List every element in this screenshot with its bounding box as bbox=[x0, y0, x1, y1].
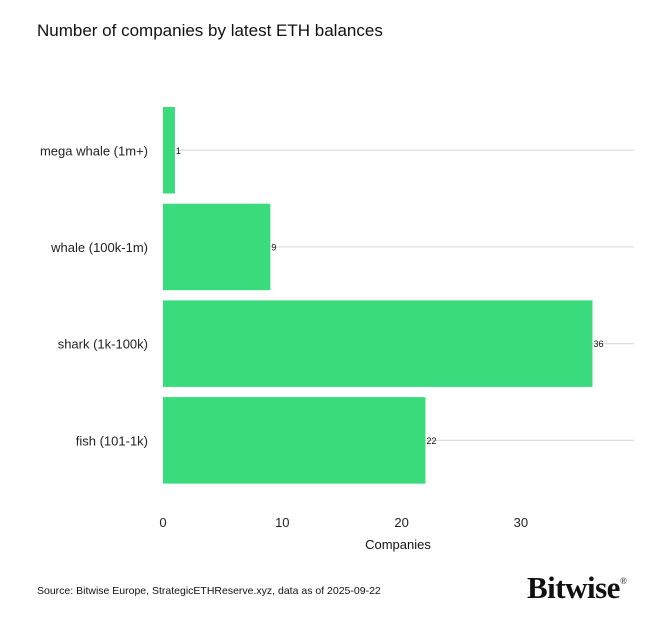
category-label: mega whale (1m+) bbox=[40, 143, 148, 158]
chart-title: Number of companies by latest ETH balanc… bbox=[37, 21, 383, 40]
data-label: 36 bbox=[593, 339, 603, 349]
source-note: Source: Bitwise Europe, StrategicETHRese… bbox=[37, 585, 381, 597]
category-label: fish (101-1k) bbox=[76, 433, 148, 448]
x-axis-label: Companies bbox=[365, 537, 431, 552]
data-label: 9 bbox=[271, 242, 276, 252]
x-tick-label: 10 bbox=[275, 515, 289, 530]
bar-2 bbox=[163, 300, 593, 387]
bar-1 bbox=[163, 203, 271, 291]
data-label: 1 bbox=[176, 146, 181, 156]
logo-text: Bitwise bbox=[527, 570, 620, 605]
x-tick-label: 20 bbox=[394, 515, 408, 530]
bar-0 bbox=[163, 107, 175, 194]
bitwise-logo: Bitwise® bbox=[527, 570, 627, 605]
data-label: 22 bbox=[426, 436, 436, 446]
category-label: shark (1k-100k) bbox=[58, 337, 148, 352]
x-tick-label: 30 bbox=[514, 515, 528, 530]
category-label: whale (100k-1m) bbox=[50, 240, 148, 255]
x-tick-label: 0 bbox=[159, 515, 166, 530]
bar-3 bbox=[163, 397, 426, 484]
